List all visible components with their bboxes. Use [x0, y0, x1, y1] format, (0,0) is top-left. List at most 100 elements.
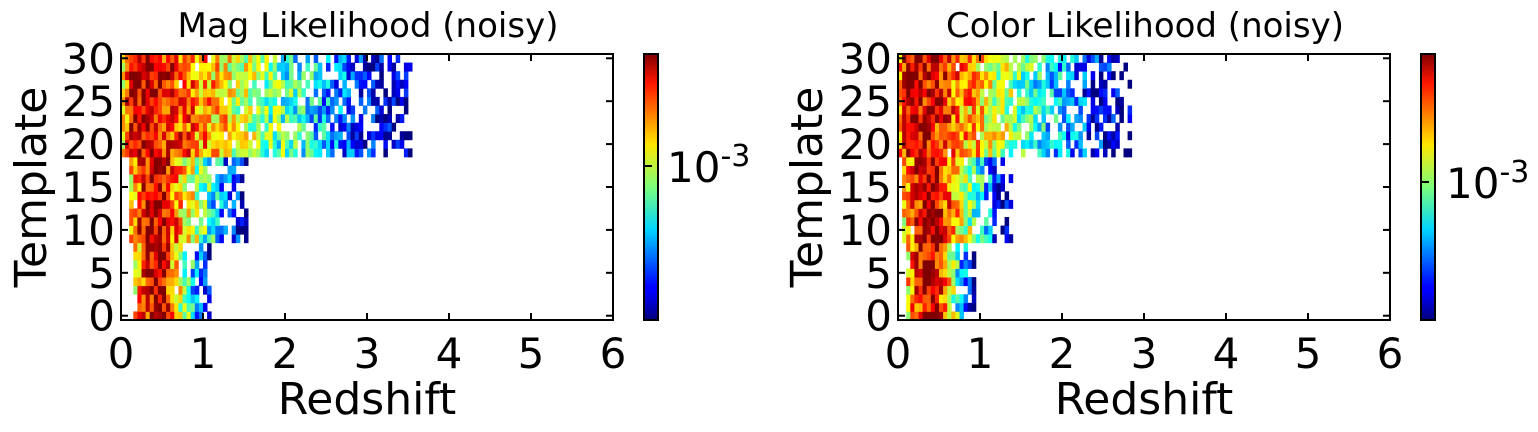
heatmap-cell	[910, 208, 915, 218]
heatmap-cell	[959, 217, 964, 227]
heatmap-cell	[141, 225, 146, 235]
heatmap-cell	[992, 79, 997, 89]
heatmap-cell	[178, 294, 183, 304]
heatmap-cell	[141, 122, 146, 132]
heatmap-cell	[1062, 114, 1067, 124]
heatmap-cell	[375, 62, 380, 72]
heatmap-cell	[186, 285, 192, 295]
heatmap-cell	[930, 302, 936, 312]
heatmap-cell	[248, 114, 253, 124]
heatmap-cell	[1049, 79, 1055, 89]
heatmap-cell	[1090, 114, 1096, 124]
heatmap-cell	[153, 277, 159, 287]
heatmap-cell	[239, 148, 245, 158]
heatmap-cell	[207, 234, 212, 244]
heatmap-cell	[943, 148, 948, 158]
heatmap-cell	[330, 96, 335, 106]
y-tick-label: 15	[62, 163, 115, 212]
heatmap-cell	[947, 174, 952, 184]
heatmap-cell	[198, 302, 204, 312]
heatmap-cell	[166, 62, 171, 72]
x-tick-label: 4	[1213, 329, 1240, 378]
heatmap-cell	[326, 88, 331, 98]
heatmap-cell	[133, 234, 138, 244]
heatmap-cell	[963, 96, 969, 106]
heatmap-cell	[930, 139, 936, 149]
heatmap-cell	[1103, 148, 1108, 158]
heatmap-cell	[326, 131, 331, 141]
heatmap-cell	[992, 174, 997, 184]
y-tick-label: 20	[62, 120, 115, 169]
heatmap-cell	[162, 242, 167, 252]
heatmap-cell	[264, 62, 269, 72]
heatmap-cell	[207, 251, 212, 261]
heatmap-cell	[256, 148, 261, 158]
heatmap-cell	[906, 182, 911, 192]
heatmap-cell	[157, 268, 163, 278]
heatmap-cell	[153, 139, 159, 149]
heatmap-cell	[951, 251, 956, 261]
heatmap-cell	[1008, 88, 1014, 98]
heatmap-cell	[955, 251, 960, 261]
heatmap-cell	[170, 199, 175, 209]
heatmap-cell	[943, 191, 948, 201]
heatmap-cell	[137, 114, 142, 124]
heatmap-cell	[963, 217, 969, 227]
heatmap-cell	[239, 71, 245, 81]
heatmap-cell	[256, 131, 261, 141]
heatmap-cell	[387, 105, 392, 115]
heatmap-cell	[391, 88, 397, 98]
heatmap-cell	[918, 71, 923, 81]
heatmap-cell	[1000, 114, 1005, 124]
heatmap-cell	[955, 114, 960, 124]
heatmap-cell	[906, 96, 911, 106]
heatmap-cell	[1115, 122, 1120, 132]
heatmap-cell	[939, 96, 944, 106]
heatmap-cell	[182, 217, 187, 227]
heatmap-cell	[910, 114, 915, 124]
heatmap-cell	[914, 217, 919, 227]
heatmap-cell	[971, 199, 977, 209]
heatmap-cell	[1041, 88, 1046, 98]
heatmap-cell	[162, 199, 167, 209]
heatmap-cell	[1000, 105, 1005, 115]
heatmap-cell	[1066, 139, 1071, 149]
heatmap-cell	[207, 199, 212, 209]
heatmap-cell	[1000, 71, 1005, 81]
heatmap-cell	[399, 96, 405, 106]
heatmap-cell	[231, 122, 237, 132]
heatmap-cell	[906, 285, 911, 295]
heatmap-cell	[162, 251, 167, 261]
heatmap-cell	[951, 191, 956, 201]
heatmap-cell	[145, 156, 151, 166]
heatmap-cell	[371, 114, 376, 124]
heatmap-cell	[309, 139, 315, 149]
heatmap-cell	[326, 79, 331, 89]
heatmap-cell	[186, 131, 192, 141]
heatmap-cell	[321, 105, 327, 115]
heatmap-cell	[219, 234, 224, 244]
heatmap-cell	[922, 131, 928, 141]
heatmap-cell	[399, 114, 405, 124]
heatmap-cell	[157, 165, 163, 175]
heatmap-cell	[186, 62, 192, 72]
heatmap-cell	[326, 96, 331, 106]
heatmap-cell	[334, 79, 339, 89]
heatmap-cell	[910, 88, 915, 98]
heatmap-cell	[1098, 122, 1104, 132]
heatmap-cell	[1049, 71, 1055, 81]
heatmap-cell	[943, 139, 948, 149]
heatmap-cell	[980, 182, 985, 192]
heatmap-cell	[178, 62, 183, 72]
heatmap-cell	[992, 131, 997, 141]
heatmap-cell	[137, 199, 142, 209]
heatmap-cell	[967, 54, 973, 63]
heatmap-cell	[391, 139, 397, 149]
heatmap-cell	[280, 71, 286, 81]
heatmap-cell	[902, 208, 907, 218]
heatmap-cell	[918, 268, 923, 278]
heatmap-cell	[313, 79, 319, 89]
heatmap-cell	[898, 148, 903, 158]
heatmap-cell	[1057, 62, 1063, 72]
